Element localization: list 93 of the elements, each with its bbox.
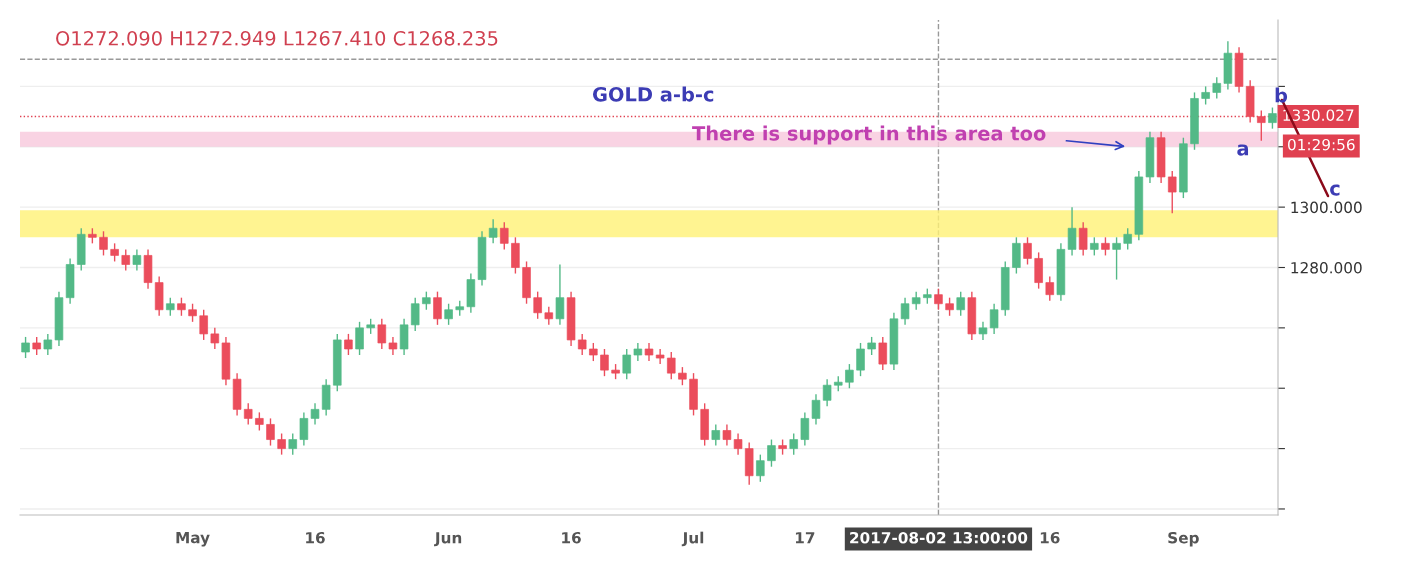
annotation: O1272.090 H1272.949 L1267.410 C1268.235: [56, 30, 498, 46]
candlestick: [110, 242, 119, 263]
candlestick: [1090, 236, 1099, 257]
candlestick: [956, 290, 965, 317]
candlestick: [121, 248, 131, 272]
candlestick: [856, 342, 865, 377]
x-tick-label: 2017-08-02 13:00:00: [850, 531, 1028, 544]
candlestick: [989, 303, 999, 335]
candlestick: [243, 402, 253, 426]
x-tick-label: Jun: [434, 532, 462, 547]
candlestick: [544, 306, 554, 326]
candlestick: [266, 417, 275, 447]
candlestick: [1268, 106, 1277, 130]
candlestick: [43, 333, 53, 356]
candlestick: [655, 348, 665, 365]
candlestick: [600, 348, 609, 377]
candlestick: [1257, 109, 1266, 142]
candlestick: [867, 336, 876, 356]
candlestick: [822, 378, 832, 408]
candlestick: [355, 321, 364, 356]
y-tick-label: 1300.000: [1291, 201, 1362, 214]
candlestick: [811, 393, 821, 426]
candlestick: [733, 432, 743, 456]
candlestick: [533, 290, 542, 320]
candlestick: [900, 296, 910, 326]
candlestick: [1067, 206, 1077, 257]
candlestick: [577, 333, 587, 356]
candlestick: [210, 327, 220, 350]
candlestick: [589, 342, 598, 362]
candlestick: [1101, 236, 1110, 257]
candlestick: [767, 438, 776, 468]
candlestick: [622, 348, 631, 380]
candlestick: [644, 342, 654, 362]
candlestick: [377, 318, 387, 350]
y-tick-label: 1280.000: [1291, 261, 1362, 274]
candlestick: [177, 296, 186, 317]
candlestick: [845, 363, 854, 389]
candlestick: [1201, 85, 1210, 106]
candlestick: [288, 432, 297, 456]
candlestick: [99, 230, 108, 257]
candlestick: [199, 309, 208, 341]
annotation: a: [1237, 144, 1249, 156]
candlestick: [444, 303, 453, 326]
candlestick: [188, 303, 197, 323]
candlestick: [500, 221, 509, 251]
candlestick: [722, 423, 732, 447]
candlestick: [1123, 227, 1132, 251]
x-tick-label: 17: [795, 532, 815, 544]
candlestick: [310, 402, 320, 426]
candlestick: [1112, 236, 1121, 281]
candlestick: [299, 411, 309, 447]
candlestick: [978, 321, 988, 341]
x-tick-label: 16: [562, 531, 581, 544]
candlestick: [945, 296, 954, 317]
x-tick-label: May: [176, 532, 210, 547]
candlestick: [21, 336, 30, 359]
candlestick: [32, 336, 41, 356]
candlestick: [1023, 236, 1032, 266]
annotation: There is support in this area too: [692, 125, 1046, 145]
candlestick: [166, 296, 175, 317]
candlestick: [410, 296, 420, 332]
candlestick: [911, 290, 921, 311]
candlestick: [277, 432, 286, 456]
x-tick-label: 16: [306, 531, 325, 544]
candlestick: [1078, 221, 1088, 257]
candlestick: [1212, 76, 1222, 100]
candlestick: [1167, 170, 1177, 214]
annotation: b: [1275, 87, 1288, 103]
candlestick: [678, 366, 687, 386]
candlestick: [756, 453, 765, 483]
candlestick: [800, 411, 810, 447]
x-tick-label: Sep: [1168, 531, 1199, 547]
x-tick-label: 16: [1040, 531, 1060, 544]
candlestick: [433, 290, 442, 326]
candlestick: [1045, 275, 1055, 302]
text: 01:29:56: [1288, 138, 1355, 151]
annotation: GOLD a-b-c: [592, 86, 714, 102]
candlestick: [711, 423, 721, 447]
ref-line-label: 1330.027: [1283, 109, 1354, 121]
candlestick: [667, 351, 676, 380]
candlestick: [132, 248, 142, 272]
x-tick-label: Jul: [681, 531, 704, 547]
candlestick: [388, 336, 398, 356]
candlestick: [934, 287, 943, 311]
candlestick: [633, 342, 643, 362]
text: c: [1330, 184, 1340, 196]
candlestick: [255, 411, 264, 432]
candlestick: [789, 432, 798, 456]
candlestick: [344, 333, 353, 356]
candlestick: [555, 263, 565, 326]
candlestick: [488, 218, 498, 245]
candlestick: [422, 290, 431, 311]
candlestick: [878, 336, 888, 371]
